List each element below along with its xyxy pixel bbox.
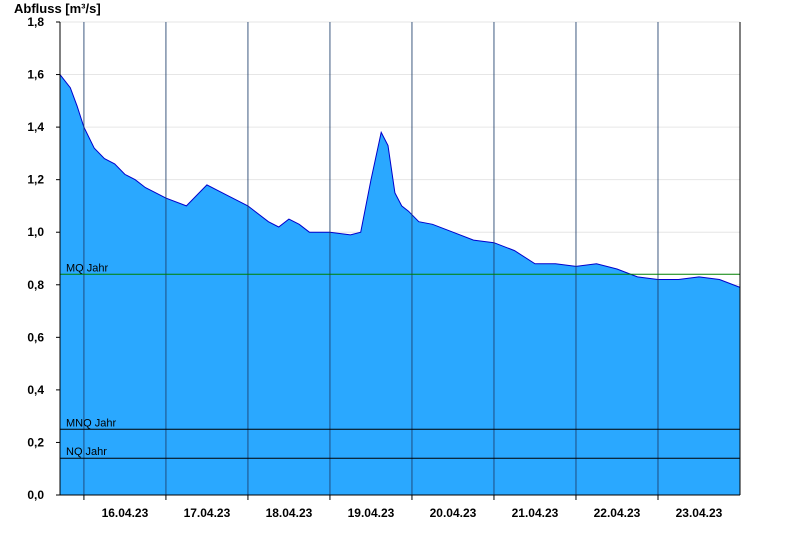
x-tick-label: 18.04.23 [266,506,313,520]
x-tick-label: 20.04.23 [430,506,477,520]
x-tick-label: 16.04.23 [102,506,149,520]
y-tick-label: 0,2 [27,435,44,449]
x-tick-label: 19.04.23 [348,506,395,520]
y-tick-labels: 0,0 0,2 0,4 0,6 0,8 1,0 1,2 1,4 1,6 1,8 [27,15,60,502]
day-divider-lines [83,22,659,500]
x-tick-label: 23.04.23 [676,506,723,520]
y-axis-title: Abfluss [m³/s] [14,1,101,16]
x-tick-label: 21.04.23 [512,506,559,520]
x-tick-label: 22.04.23 [594,506,641,520]
y-tick-label: 1,8 [27,15,44,29]
ref-label-nq-jahr: NQ Jahr [66,446,107,458]
y-tick-label: 1,4 [27,120,44,134]
y-tick-label: 0,4 [27,383,44,397]
reference-lines: MQ Jahr MNQ Jahr NQ Jahr [60,262,740,459]
y-tick-label: 1,6 [27,68,44,82]
axes [59,22,741,496]
discharge-area [60,74,740,495]
y-tick-label: 1,2 [27,173,44,187]
y-tick-label: 0,0 [27,488,44,502]
y-tick-label: 0,8 [27,278,44,292]
y-tick-label: 0,6 [27,330,44,344]
x-tick-label: 17.04.23 [184,506,231,520]
ref-label-mnq-jahr: MNQ Jahr [66,417,116,429]
ref-label-mq-jahr: MQ Jahr [66,262,109,274]
y-tick-label: 1,0 [27,225,44,239]
x-tick-labels: 16.04.23 17.04.23 18.04.23 19.04.23 20.04.23… [102,506,723,520]
area-layer [59,74,741,495]
